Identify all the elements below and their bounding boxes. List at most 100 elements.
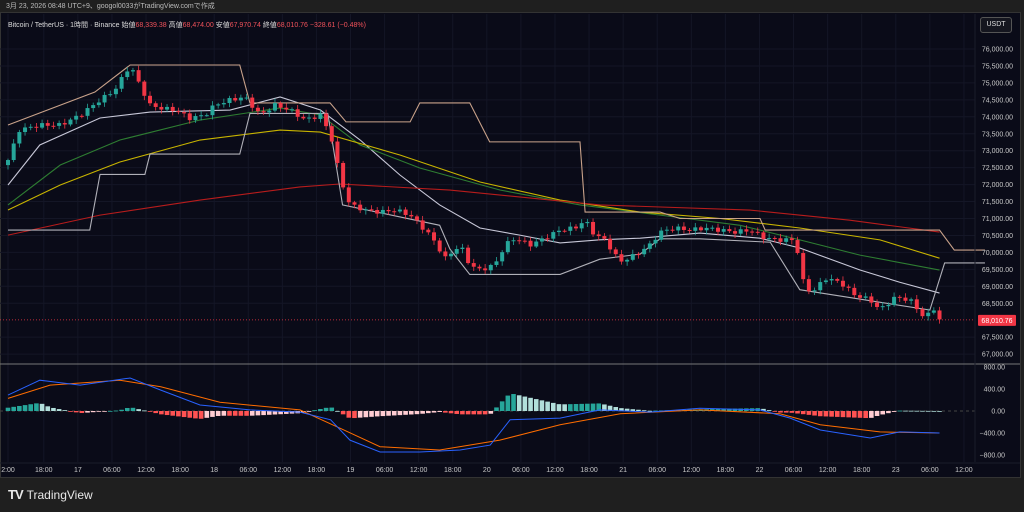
candle-body xyxy=(113,88,118,95)
candle-body xyxy=(216,104,221,106)
macd-histogram-bar xyxy=(142,410,147,412)
candle-body xyxy=(443,251,448,257)
macd-histogram-bar xyxy=(414,411,420,415)
candle-body xyxy=(284,107,289,110)
macd-histogram-bar xyxy=(817,411,823,417)
candle-body xyxy=(210,105,215,116)
candle xyxy=(698,225,703,232)
time-tick-label: 12:00 xyxy=(955,467,973,474)
macd-histogram-bar xyxy=(511,394,516,411)
macd-histogram-bar xyxy=(931,410,937,412)
macd-histogram-bar xyxy=(806,411,812,415)
time-tick-label: 12:00 xyxy=(137,467,155,474)
macd-histogram-bar xyxy=(647,410,653,412)
candle-body xyxy=(823,280,828,283)
chart-panel[interactable] xyxy=(0,12,1021,478)
candle xyxy=(136,65,141,84)
macd-histogram-bar xyxy=(857,411,863,418)
candle xyxy=(562,229,567,233)
macd-histogram-bar xyxy=(28,404,34,411)
macd-histogram-bar xyxy=(323,407,329,411)
macd-histogram-bar xyxy=(556,404,562,411)
macd-histogram-bar xyxy=(204,411,210,418)
candle xyxy=(755,227,760,235)
candle-body xyxy=(676,226,681,231)
candle-body xyxy=(11,143,16,161)
candle xyxy=(57,120,62,130)
candle xyxy=(250,93,255,112)
candle-body xyxy=(238,97,243,101)
currency-button[interactable]: USDT xyxy=(980,17,1012,33)
low-value: 67,970.74 xyxy=(229,22,261,29)
candle-body xyxy=(840,280,845,287)
candle-body xyxy=(165,106,170,110)
candle xyxy=(204,113,209,117)
macd-histogram-bar xyxy=(800,411,806,415)
macd-histogram-bar xyxy=(79,411,85,414)
price-tick-label: 76,000.00 xyxy=(982,47,1013,54)
candle-body xyxy=(761,232,766,240)
candle xyxy=(255,104,260,115)
macd-histogram-bar xyxy=(346,411,352,418)
candle xyxy=(835,277,840,283)
candle xyxy=(460,243,465,254)
candle xyxy=(341,160,346,190)
candle-body xyxy=(653,239,658,244)
candle-body xyxy=(574,226,578,229)
candle xyxy=(392,208,397,216)
candle xyxy=(227,95,232,108)
candle-body xyxy=(585,221,590,224)
macd-histogram-bar xyxy=(244,411,249,416)
price-tick-label: 72,500.00 xyxy=(982,165,1013,172)
candle xyxy=(517,236,522,245)
candle xyxy=(892,292,897,307)
candle-body xyxy=(835,279,840,281)
candle xyxy=(545,234,550,242)
macd-histogram-bar xyxy=(56,409,62,411)
candle xyxy=(630,249,635,262)
time-tick-label: 12:00 xyxy=(410,467,428,474)
price-tick-label: 71,500.00 xyxy=(982,199,1013,206)
candle xyxy=(267,108,272,117)
price-tick-label: 73,000.00 xyxy=(982,148,1013,155)
macd-histogram-bar xyxy=(352,411,357,419)
candle-body xyxy=(505,241,510,253)
candle-body xyxy=(710,227,715,229)
candle xyxy=(244,93,249,101)
candle xyxy=(579,219,584,233)
candle xyxy=(96,98,101,108)
time-tick-label: 12:00 xyxy=(683,467,701,474)
candle-body xyxy=(17,132,22,144)
candle-body xyxy=(483,268,488,271)
time-tick-label: 06:00 xyxy=(376,467,394,474)
macd-histogram-bar xyxy=(73,411,79,413)
candle xyxy=(784,235,789,245)
symbol-title[interactable]: Bitcoin / TetherUS · 1時間 · Binance xyxy=(8,22,120,29)
candle-body xyxy=(6,160,10,166)
macd-histogram-bar xyxy=(482,411,488,415)
macd-histogram-bar xyxy=(198,411,204,419)
macd-histogram-bar xyxy=(528,397,533,411)
candle-body xyxy=(727,229,732,232)
macd-histogram-bar xyxy=(312,410,318,411)
macd-histogram-bar xyxy=(874,411,880,416)
macd-histogram-bar xyxy=(715,408,721,411)
candle-body xyxy=(892,296,897,305)
candle xyxy=(568,222,573,236)
macd-histogram-bar xyxy=(357,411,363,418)
candle xyxy=(511,237,516,246)
candle-body xyxy=(352,202,357,205)
candle-body xyxy=(420,220,425,230)
candle-body xyxy=(466,247,471,264)
macd-histogram-bar xyxy=(846,411,851,418)
candle xyxy=(335,137,340,168)
macd-histogram-bar xyxy=(471,411,477,415)
candle xyxy=(716,223,720,236)
candle-body xyxy=(920,309,925,317)
candle-body xyxy=(886,304,891,307)
candle xyxy=(346,183,351,207)
candle xyxy=(40,119,45,130)
footer-brand[interactable]: TV TradingView xyxy=(8,487,93,502)
macd-tick-label: 800.00 xyxy=(984,365,1006,372)
